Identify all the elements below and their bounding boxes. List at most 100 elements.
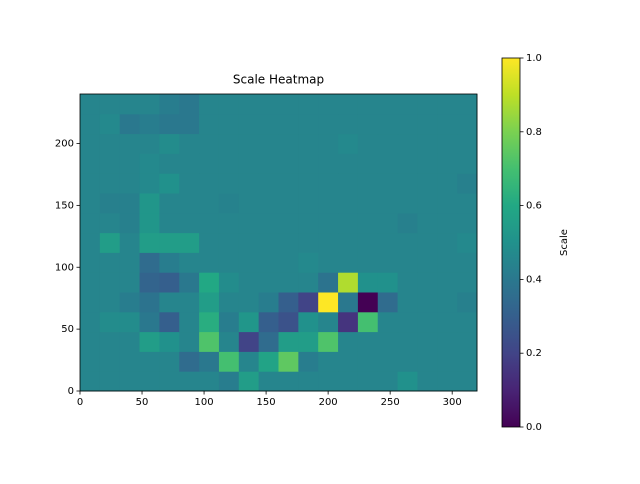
heatmap-cell (457, 371, 478, 392)
heatmap-cell (80, 133, 101, 154)
heatmap-cell (238, 311, 260, 333)
heatmap-cell (417, 252, 438, 273)
heatmap-cell (199, 133, 220, 154)
colorbar (501, 57, 521, 428)
heatmap-cell (437, 252, 458, 273)
heatmap-cell (298, 232, 319, 253)
heatmap-cell (377, 173, 399, 194)
heatmap-cell (397, 252, 418, 273)
heatmap-cell (99, 252, 121, 273)
heatmap-cell (318, 232, 339, 253)
heatmap-cell (119, 351, 141, 372)
heatmap-cell (397, 311, 418, 333)
heatmap-cell (218, 212, 240, 234)
heatmap-cell (258, 212, 279, 234)
heatmap-cell (437, 113, 458, 135)
heatmap-cell (318, 133, 339, 154)
heatmap-cell (338, 272, 359, 293)
heatmap-cell (278, 351, 299, 372)
heatmap-cell (179, 311, 200, 333)
heatmap-cell (397, 232, 418, 253)
heatmap-cell (357, 113, 379, 135)
heatmap-cell (298, 351, 319, 372)
heatmap-cell (377, 371, 399, 392)
heatmap-cell (417, 94, 438, 115)
heatmap-cell (199, 292, 220, 313)
heatmap-cell (338, 133, 359, 154)
heatmap-cell (179, 113, 200, 135)
heatmap-cell (298, 193, 319, 214)
heatmap-cell (318, 252, 339, 273)
heatmap-cell (199, 94, 220, 115)
heatmap-cell (377, 212, 399, 234)
heatmap-cell (199, 193, 220, 214)
heatmap-cell (278, 193, 299, 214)
heatmap-cell (119, 272, 141, 293)
heatmap-cell (139, 212, 160, 234)
heatmap-cell (377, 153, 399, 174)
colorbar-tick-label: 1.0 (526, 53, 542, 64)
heatmap-cell (457, 94, 478, 115)
heatmap-cell (80, 252, 101, 273)
heatmap-cell (437, 351, 458, 372)
heatmap-cell (99, 272, 121, 293)
heatmap-cell (218, 272, 240, 293)
plot-frame (79, 93, 478, 392)
heatmap-cell (397, 193, 418, 214)
heatmap-cell (80, 311, 101, 333)
heatmap-cell (238, 331, 260, 352)
heatmap-cell (139, 193, 160, 214)
heatmap-cell (338, 173, 359, 194)
heatmap-cell (437, 133, 458, 154)
heatmap-cell (278, 292, 299, 313)
heatmap-cell (218, 133, 240, 154)
heatmap-cell (238, 153, 260, 174)
heatmap-cell (159, 252, 180, 273)
heatmap-cell (397, 331, 418, 352)
heatmap-cell (338, 311, 359, 333)
heatmap-cell (357, 292, 379, 313)
heatmap-cell (179, 173, 200, 194)
heatmap-cell (238, 272, 260, 293)
heatmap-cell (179, 331, 200, 352)
heatmap-cell (199, 371, 220, 392)
heatmap-cell (357, 94, 379, 115)
heatmap-cell (218, 232, 240, 253)
heatmap-cell (457, 351, 478, 372)
heatmap-cell (119, 311, 141, 333)
heatmap-cell (238, 94, 260, 115)
heatmap-cell (457, 153, 478, 174)
heatmap-cell (258, 153, 279, 174)
heatmap-cell (258, 371, 279, 392)
heatmap-cell (318, 331, 339, 352)
heatmap-cell (119, 173, 141, 194)
heatmap-cell (80, 153, 101, 174)
heatmap-cell (298, 153, 319, 174)
heatmap-cell (318, 351, 339, 372)
heatmap-cell (139, 252, 160, 273)
heatmap-cell (159, 292, 180, 313)
heatmap-cell (258, 292, 279, 313)
heatmap-cell (159, 153, 180, 174)
colorbar-tick-label: 0.2 (526, 348, 542, 359)
heatmap-cell (80, 94, 101, 115)
heatmap-cell (218, 292, 240, 313)
heatmap-cell (179, 133, 200, 154)
heatmap-cell (318, 113, 339, 135)
heatmap-cell (397, 371, 418, 392)
heatmap-cell (377, 272, 399, 293)
heatmap-cell (238, 173, 260, 194)
heatmap-cell (338, 351, 359, 372)
heatmap-cell (338, 113, 359, 135)
heatmap-cell (457, 311, 478, 333)
heatmap-cell (199, 153, 220, 174)
heatmap-cell (218, 252, 240, 273)
heatmap-cell (338, 94, 359, 115)
heatmap-cell (159, 133, 180, 154)
heatmap-cell (238, 193, 260, 214)
heatmap-cell (218, 173, 240, 194)
heatmap-cell (99, 113, 121, 135)
heatmap-cell (338, 212, 359, 234)
heatmap-cell (179, 153, 200, 174)
heatmap-cell (159, 94, 180, 115)
